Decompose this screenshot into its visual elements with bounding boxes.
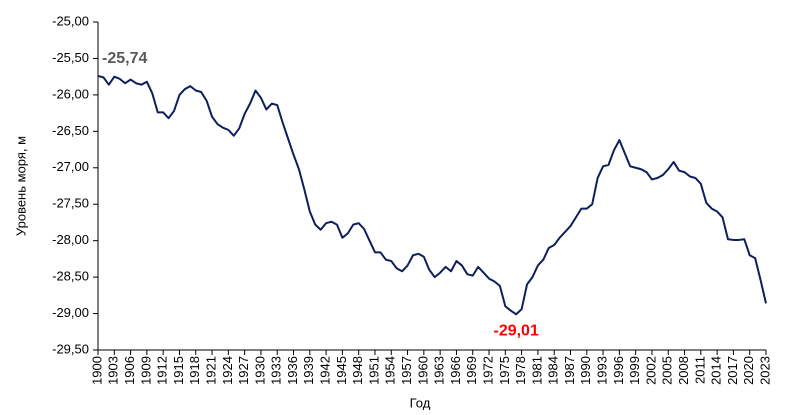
x-tick-label: 1987 [562, 356, 577, 385]
series-line [97, 74, 767, 316]
y-axis-label: Уровень моря, м [13, 136, 28, 236]
x-tick-label: 1900 [89, 356, 104, 385]
x-tick-label: 1963 [432, 356, 447, 385]
x-tick-label: 2023 [757, 356, 772, 385]
x-tick-label: 1954 [383, 356, 398, 385]
x-tick-label: 1906 [122, 356, 137, 385]
x-tick-label: 1912 [155, 356, 170, 385]
x-tick-label: 1960 [415, 356, 430, 385]
x-tick-label: 2011 [692, 356, 707, 384]
x-tick-label: 1948 [350, 356, 365, 385]
x-tick-label: 1918 [187, 356, 202, 385]
y-tick-label: -28,50 [52, 269, 89, 284]
x-tick-label: 2008 [676, 356, 691, 385]
y-tick-label: -29,50 [52, 341, 89, 356]
y-tick-label: -25,00 [52, 13, 89, 28]
x-tick-label: 1909 [138, 356, 153, 385]
y-tick-label: -25,50 [52, 50, 89, 65]
y-tick-label: -26,50 [52, 123, 89, 138]
x-tick-label: 1945 [334, 356, 349, 385]
x-tick-label: 1996 [611, 356, 626, 385]
x-tick-label: 1921 [203, 356, 218, 385]
x-tick-label: 1972 [480, 356, 495, 385]
x-tick-label: 1999 [627, 356, 642, 385]
x-tick-label: 1951 [366, 356, 381, 385]
x-tick-label: 1993 [595, 356, 610, 385]
x-tick-label: 2005 [660, 356, 675, 385]
x-tick-label: 1990 [578, 356, 593, 385]
x-tick-label: 1903 [106, 356, 121, 385]
x-tick-label: 1975 [497, 356, 512, 385]
x-tick-label: 2020 [741, 356, 756, 385]
x-tick-label: 1957 [399, 356, 414, 385]
x-tick-label: 2014 [709, 356, 724, 385]
x-tick-label: 1933 [269, 356, 284, 385]
x-tick-label: 2017 [725, 356, 740, 385]
x-tick-label: 1978 [513, 356, 528, 385]
y-tick-label: -26,00 [52, 86, 89, 101]
x-tick-label: 1939 [301, 356, 316, 385]
x-tick-label: 2002 [643, 356, 658, 385]
y-tick-label: -27,50 [52, 196, 89, 211]
x-tick-label: 1927 [236, 356, 251, 385]
y-tick-label: -27,00 [52, 159, 89, 174]
y-tick-label: -28,00 [52, 232, 89, 247]
y-tick-label: -29,00 [52, 305, 89, 320]
x-tick-label: 1966 [448, 356, 463, 385]
data-label: -25,74 [102, 50, 147, 67]
x-tick-label: 1981 [529, 356, 544, 385]
x-axis-label: Год [410, 395, 431, 410]
x-tick-label: 1924 [220, 356, 235, 385]
x-tick-label: 1915 [171, 356, 186, 385]
x-tick-label: 1969 [464, 356, 479, 385]
data-label: -29,01 [493, 323, 538, 340]
x-tick-label: 1930 [252, 356, 267, 385]
x-tick-label: 1936 [285, 356, 300, 385]
x-tick-label: 1984 [546, 356, 561, 385]
x-tick-label: 1942 [318, 356, 333, 385]
